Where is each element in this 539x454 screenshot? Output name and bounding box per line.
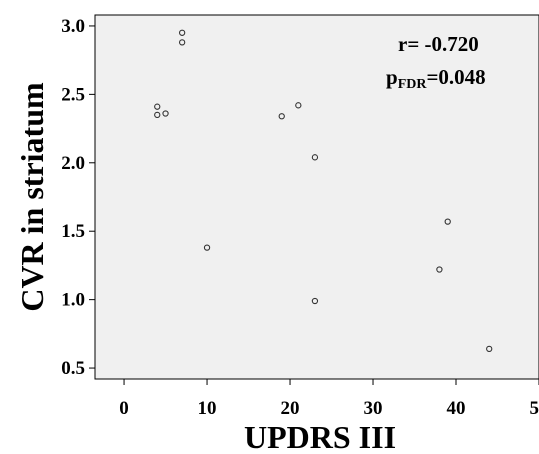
data-point (178, 39, 186, 46)
y-tick-label: 2.0 (61, 153, 85, 174)
data-point (311, 154, 319, 161)
data-point (278, 113, 285, 120)
x-axis-title: UPDRS III (244, 419, 396, 454)
plot-area (94, 14, 539, 380)
y-axis-ticks: 0.5 1.0 1.5 2.0 2.5 3.0 (61, 16, 95, 379)
y-tick-label: 1.0 (61, 290, 85, 311)
data-points (154, 29, 493, 353)
x-tick-label: 10 (198, 398, 217, 419)
x-axis-ticks: 0 10 20 30 40 50 (119, 379, 539, 419)
annotation-p-main: p (386, 65, 398, 89)
x-tick-label: 40 (447, 398, 466, 419)
data-point (154, 103, 161, 110)
annotation-p-value: =0.048 (426, 65, 485, 89)
data-point (203, 244, 211, 251)
x-tick-label: 30 (364, 398, 383, 419)
x-tick-label: 0 (119, 398, 129, 419)
y-tick-label: 0.5 (61, 358, 85, 379)
y-tick-label: 1.5 (61, 221, 85, 242)
data-point (178, 29, 186, 36)
data-point (311, 297, 319, 305)
annotation-p: pFDR=0.048 (386, 65, 486, 92)
data-point (295, 102, 302, 109)
data-point (436, 266, 443, 273)
data-point (486, 345, 493, 353)
y-axis-title: CVR in striatum (14, 82, 50, 312)
y-tick-label: 2.5 (61, 84, 85, 105)
data-point (162, 110, 169, 117)
x-tick-label: 20 (281, 398, 300, 419)
x-tick-label: 50 (530, 398, 539, 419)
data-point (154, 111, 161, 119)
annotation-r: r= -0.720 (398, 32, 479, 56)
data-point (444, 218, 451, 225)
annotation-p-sub: FDR (398, 77, 428, 92)
y-tick-label: 3.0 (61, 16, 85, 37)
